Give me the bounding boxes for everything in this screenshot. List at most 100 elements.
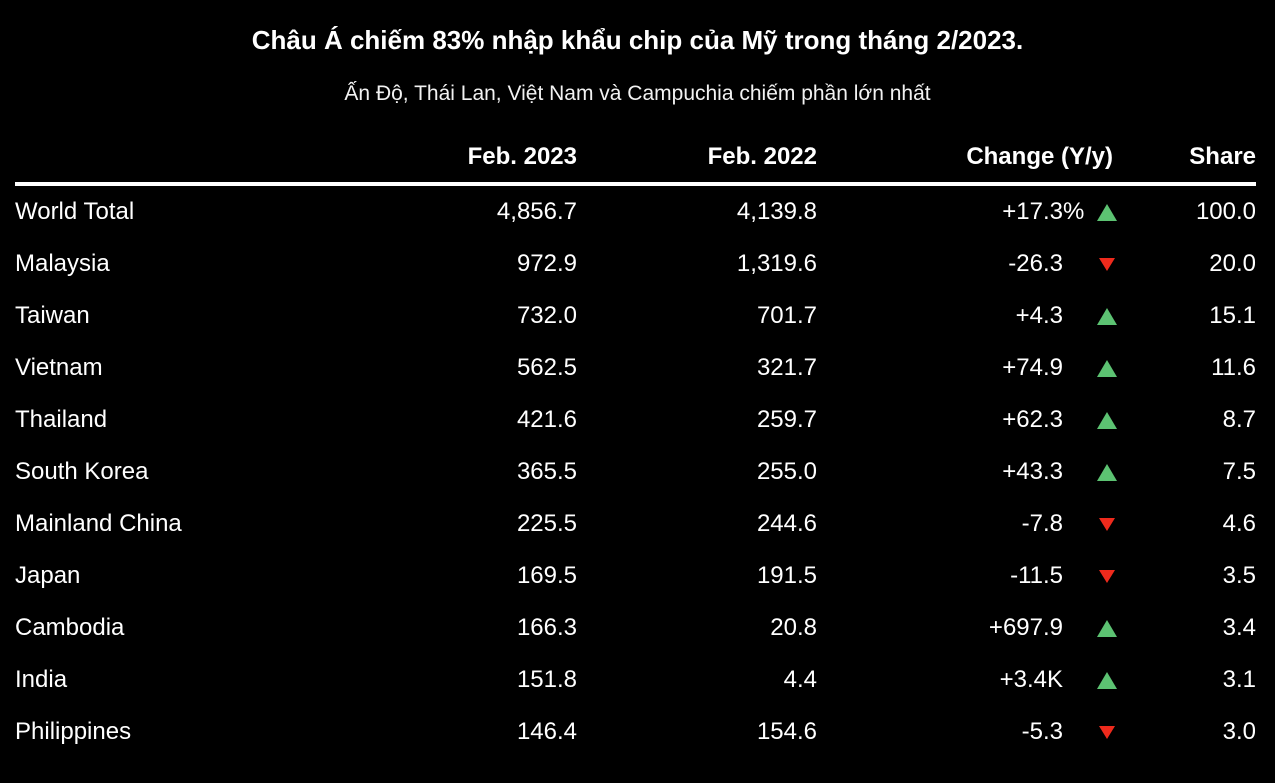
change-arrow-icon [1099,517,1115,531]
country-name: Mainland China [15,510,182,537]
share-value: 3.4 [1222,614,1256,641]
change-arrow-icon [1097,307,1117,325]
change-cell: +74.9 [817,354,1063,382]
feb-2022-value: 1,319.6 [736,250,817,277]
change-cell: +17.3 % [817,198,1084,226]
change-number: -7.8 [1021,510,1063,537]
feb-2023-value: 169.5 [516,562,577,589]
table-row: Malaysia 972.9 1,319.6 -26.3 20.0 [15,238,1256,290]
feb-2023-value: 151.8 [516,666,577,693]
change-arrow-cell [1063,359,1151,377]
change-value: +17.3 % [1002,198,1084,226]
share-value: 8.7 [1222,406,1256,433]
change-arrow-icon [1097,671,1117,689]
chart-title: Châu Á chiếm 83% nhập khẩu chip của Mỹ t… [251,25,1024,55]
country-name: Philippines [15,718,132,745]
change-value: +697.9 [989,614,1063,642]
feb-2023-value: 4,856.7 [496,198,577,225]
feb-2023-value: 421.6 [516,406,577,433]
change-number: +17.3 [1002,198,1063,225]
country-name: South Korea [15,458,149,485]
share-value: 20.0 [1209,250,1256,277]
share-value: 100.0 [1195,198,1256,225]
col-header-feb-2023: Feb. 2023 [467,143,577,170]
feb-2022-value: 4.4 [783,666,817,693]
col-header-feb-2022: Feb. 2022 [707,143,817,170]
country-name: Taiwan [15,302,90,329]
share-value: 15.1 [1209,302,1256,329]
share-value: 3.1 [1222,666,1256,693]
change-arrow-cell [1063,307,1151,325]
change-arrow-cell [1063,671,1151,689]
change-value: +4.3 [1016,302,1063,330]
feb-2023-value: 146.4 [516,718,577,745]
change-arrow-icon [1099,725,1115,739]
change-arrow-icon [1099,569,1115,583]
change-cell: +62.3 [817,406,1063,434]
change-arrow-icon [1097,203,1117,221]
change-arrow-icon [1097,619,1117,637]
change-value: -7.8 [1022,510,1063,538]
change-value: -5.3 [1022,718,1063,746]
change-arrow-cell [1063,725,1151,739]
change-value: +43.3 [1002,458,1063,486]
feb-2022-value: 321.7 [756,354,817,381]
feb-2022-value: 255.0 [756,458,817,485]
feb-2022-value: 244.6 [756,510,817,537]
change-arrow-cell [1063,463,1151,481]
change-cell: -26.3 [817,250,1063,278]
change-cell: +43.3 [817,458,1063,486]
col-header-change: Change (Y/y) [966,143,1113,170]
change-cell: -5.3 [817,718,1063,746]
table-header-row: Feb. 2023 Feb. 2022 Change (Y/y) Share [15,132,1256,186]
feb-2022-value: 259.7 [756,406,817,433]
change-arrow-cell [1063,203,1151,221]
change-arrow-cell [1063,517,1151,531]
feb-2022-value: 20.8 [770,614,817,641]
change-number: +62.3 [1002,406,1063,433]
table-row: World Total 4,856.7 4,139.8 +17.3 % 100.… [15,186,1256,238]
imports-table: Feb. 2023 Feb. 2022 Change (Y/y) Share W… [15,132,1256,758]
table-row: Vietnam 562.5 321.7 +74.9 11.6 [15,342,1256,394]
change-cell: +4.3 [817,302,1063,330]
country-name: Japan [15,562,81,589]
change-cell: +3.4K [817,666,1063,694]
share-value: 3.5 [1222,562,1256,589]
change-cell: -11.5 [817,562,1063,590]
change-value: -26.3 [1008,250,1063,278]
change-number: +74.9 [1002,354,1063,381]
feb-2022-value: 701.7 [756,302,817,329]
change-cell: -7.8 [817,510,1063,538]
feb-2022-value: 4,139.8 [736,198,817,225]
table-row: Mainland China 225.5 244.6 -7.8 4.6 [15,498,1256,550]
country-name: India [15,666,68,693]
feb-2023-value: 732.0 [516,302,577,329]
change-value: +74.9 [1002,354,1063,382]
share-value: 11.6 [1211,354,1256,381]
change-number: +3.4K [999,666,1063,693]
feb-2023-value: 562.5 [516,354,577,381]
table-row: India 151.8 4.4 +3.4K 3.1 [15,654,1256,706]
feb-2023-value: 225.5 [516,510,577,537]
change-arrow-icon [1097,463,1117,481]
change-number: +43.3 [1002,458,1063,485]
change-number: +4.3 [1015,302,1063,329]
country-name: World Total [15,198,135,225]
change-value: +3.4K [1000,666,1063,694]
change-arrow-cell [1063,257,1151,271]
feb-2022-value: 154.6 [756,718,817,745]
table-row: Thailand 421.6 259.7 +62.3 8.7 [15,394,1256,446]
country-name: Thailand [15,406,108,433]
change-value: +62.3 [1002,406,1063,434]
feb-2023-value: 166.3 [516,614,577,641]
change-arrow-cell [1063,569,1151,583]
change-number: -5.3 [1021,718,1063,745]
col-header-share: Share [1189,143,1256,170]
feb-2022-value: 191.5 [756,562,817,589]
table-row: Cambodia 166.3 20.8 +697.9 3.4 [15,602,1256,654]
feb-2023-value: 365.5 [516,458,577,485]
change-arrow-icon [1097,359,1117,377]
chart-subtitle: Ấn Độ, Thái Lan, Việt Nam và Campuchia c… [344,82,931,105]
country-name: Vietnam [15,354,103,381]
